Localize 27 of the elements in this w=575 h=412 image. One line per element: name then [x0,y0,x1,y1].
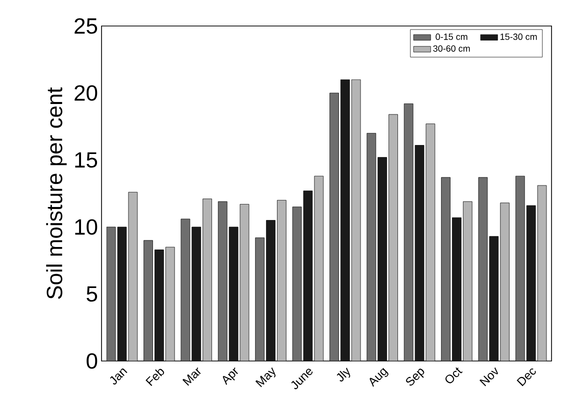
y-axis-title: Soil moisture per cent [46,87,67,299]
bar [452,217,462,361]
x-tick-label: Jly [336,368,350,382]
legend-label: 30-60 cm [433,45,470,52]
x-tick-label: Sep [406,368,424,386]
y-tick-label: 10 [75,219,98,235]
bar [340,79,350,361]
bar [378,157,387,361]
legend-label: 0-15 cm [436,34,468,40]
x-tick-label: Aug [370,368,388,387]
x-tick-label: Nov [480,367,498,386]
bar [192,226,202,361]
x-tick-label: Oct [445,367,463,384]
y-tick-label: 0 [86,353,98,369]
x-tick-label: Jan [110,368,128,385]
bar [154,250,164,361]
y-tick-label: 5 [86,286,98,302]
bar [266,220,276,361]
x-tick-label: Apr [222,367,238,386]
legend-label: 15-30 cm [500,34,537,40]
x-tick-label: Feb [146,368,164,386]
x-tick-label: Dec [516,368,536,386]
y-tick-label: 15 [75,152,98,168]
x-tick-label: May [255,367,276,388]
y-tick-label: 25 [74,18,98,34]
y-tick-label: 20 [74,85,98,101]
x-tick-label: Mar [182,367,201,386]
